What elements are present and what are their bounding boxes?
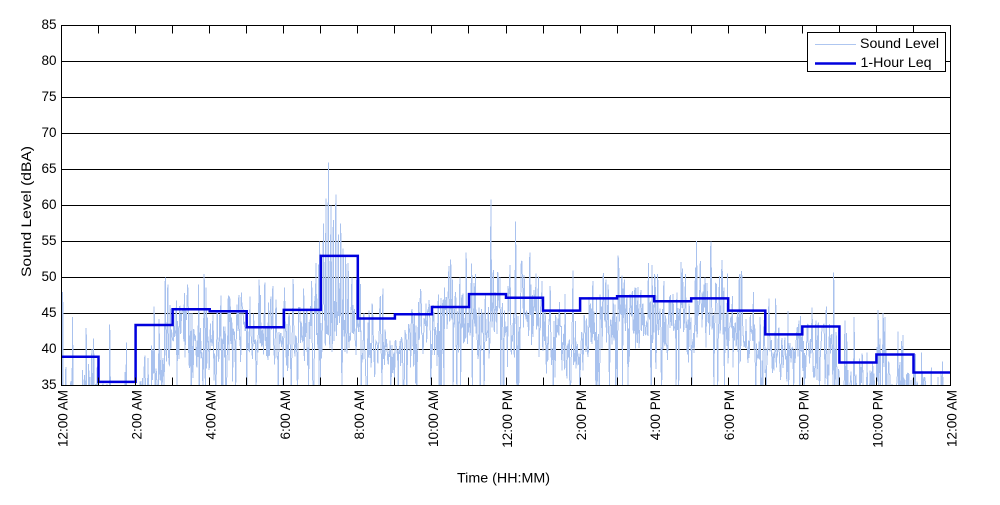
svg-text:12:00 PM: 12:00 PM <box>500 390 515 448</box>
svg-text:Sound Level (dBA): Sound Level (dBA) <box>19 146 34 277</box>
svg-text:35: 35 <box>41 377 56 392</box>
svg-text:Time (HH:MM): Time (HH:MM) <box>457 471 550 486</box>
svg-text:12:00 AM: 12:00 AM <box>55 390 70 447</box>
svg-text:85: 85 <box>41 17 56 32</box>
svg-text:2:00 PM: 2:00 PM <box>574 390 589 440</box>
svg-text:60: 60 <box>41 197 56 212</box>
svg-text:40: 40 <box>41 341 56 356</box>
svg-text:8:00 AM: 8:00 AM <box>352 390 367 440</box>
svg-text:10:00 AM: 10:00 AM <box>426 390 441 447</box>
svg-text:6:00 AM: 6:00 AM <box>278 390 293 440</box>
svg-text:2:00 AM: 2:00 AM <box>130 390 145 440</box>
svg-text:10:00 PM: 10:00 PM <box>870 390 885 448</box>
svg-text:1-Hour Leq: 1-Hour Leq <box>861 55 932 70</box>
svg-text:75: 75 <box>41 89 56 104</box>
svg-text:65: 65 <box>41 161 56 176</box>
svg-text:50: 50 <box>41 269 56 284</box>
svg-text:8:00 PM: 8:00 PM <box>796 390 811 440</box>
svg-text:4:00 AM: 4:00 AM <box>204 390 219 440</box>
svg-text:12:00 AM: 12:00 AM <box>944 390 959 447</box>
svg-text:4:00 PM: 4:00 PM <box>648 390 663 440</box>
svg-text:80: 80 <box>41 53 56 68</box>
svg-text:45: 45 <box>41 305 56 320</box>
svg-text:6:00 PM: 6:00 PM <box>722 390 737 440</box>
svg-text:55: 55 <box>41 233 56 248</box>
svg-text:70: 70 <box>41 125 56 140</box>
svg-text:Sound Level: Sound Level <box>860 36 939 51</box>
